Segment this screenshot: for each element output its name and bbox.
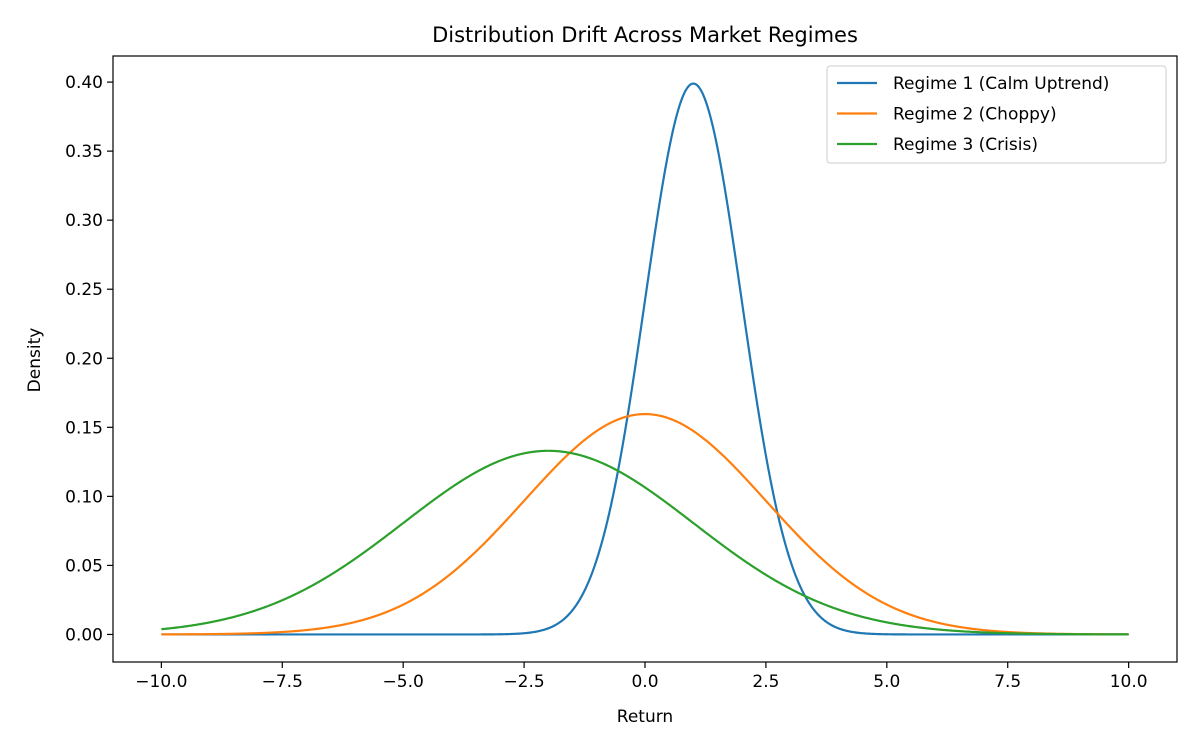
x-tick-label: −5.0: [383, 672, 424, 692]
x-tick-label: 10.0: [1110, 672, 1148, 692]
chart-title: Distribution Drift Across Market Regimes: [432, 23, 858, 47]
x-axis-label: Return: [617, 707, 673, 727]
y-tick-label: 0.35: [65, 142, 103, 162]
legend-label-1: Regime 1 (Calm Uptrend): [893, 74, 1109, 94]
y-tick-label: 0.25: [65, 280, 103, 300]
y-tick-label: 0.30: [65, 211, 103, 231]
x-tick-label: 0.0: [631, 672, 658, 692]
x-tick-label: 5.0: [873, 672, 900, 692]
y-tick-label: 0.40: [65, 73, 103, 93]
y-tick-label: 0.20: [65, 349, 103, 369]
series-line-1: [161, 82, 1129, 636]
y-tick-label: 0.10: [65, 487, 103, 507]
series-line-3: [161, 449, 1129, 636]
x-tick-label: −2.5: [503, 672, 544, 692]
legend-label-2: Regime 2 (Choppy): [893, 105, 1057, 125]
series-line-2: [161, 412, 1129, 636]
legend-box: [826, 65, 1167, 164]
y-tick-label: 0.15: [65, 418, 103, 438]
x-tick-label: 7.5: [994, 672, 1021, 692]
legend-label-3: Regime 3 (Crisis): [893, 135, 1038, 155]
y-tick-label: 0.00: [65, 625, 103, 645]
x-tick-label: 2.5: [752, 672, 779, 692]
x-tick-label: −10.0: [135, 672, 187, 692]
y-tick-label: 0.05: [65, 556, 103, 576]
x-tick-label: −7.5: [262, 672, 303, 692]
y-axis-label: Density: [25, 328, 45, 393]
legend: Regime 1 (Calm Uptrend) Regime 2 (Choppy)…: [826, 65, 1167, 164]
